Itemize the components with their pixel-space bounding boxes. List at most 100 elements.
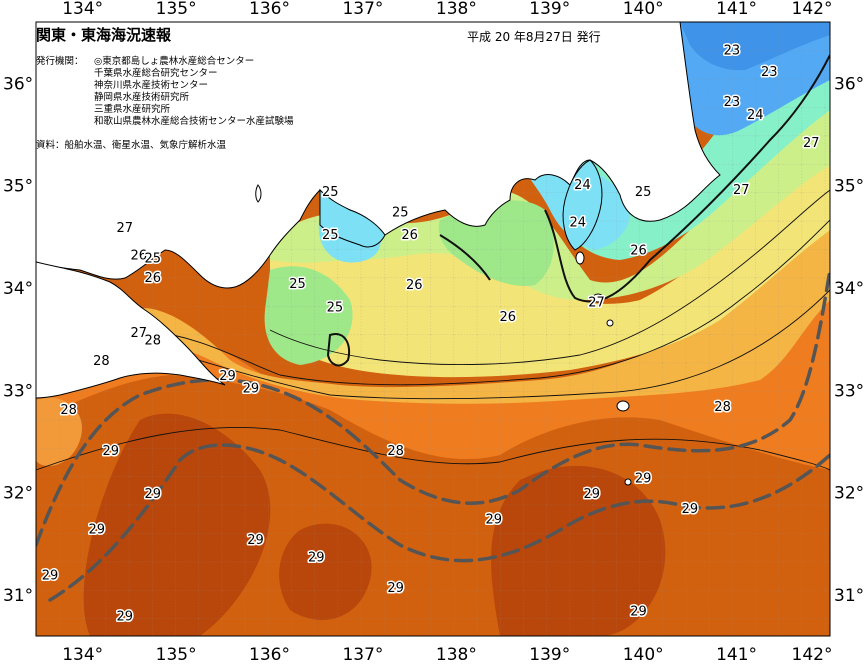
isotherm-label: 23 [724, 44, 741, 59]
niijima [592, 293, 604, 303]
isotherm-label: 25 [322, 228, 339, 243]
lat-label-left: 32° [3, 484, 33, 504]
isotherm-label: 29 [116, 610, 133, 625]
isotherm-label: 24 [747, 108, 764, 123]
lat-label-right: 33° [834, 381, 864, 401]
oshima [575, 251, 585, 265]
lon-label-top: 135° [156, 0, 197, 19]
map-title: 関東・東海海況速報 [36, 26, 172, 44]
kozushima [606, 319, 614, 327]
kuroshio-paths [36, 268, 830, 602]
isotherm-label: 23 [724, 95, 741, 110]
isotherm-label: 27 [130, 326, 147, 341]
lon-label-bottom: 136° [249, 645, 290, 665]
issuers-label: 発行機関： [36, 56, 84, 67]
isotherm-label: 26 [630, 243, 647, 258]
lon-label-bottom: 137° [342, 645, 383, 665]
isotherm-label: 26 [406, 278, 423, 293]
isotherm-label: 28 [387, 444, 404, 459]
lon-label-top: 140° [623, 0, 664, 19]
isotherm-label: 29 [42, 569, 59, 584]
isotherm-label: 29 [635, 472, 652, 487]
isotherm-label: 27 [803, 136, 820, 151]
isotherm-label: 27 [733, 183, 750, 198]
lat-label-left: 34° [3, 279, 33, 299]
map-frame [35, 21, 831, 637]
axis-ticks: 134° 134° 135° 135° 136° 136° 137° 137° 138° 138°… [3, 0, 864, 665]
isotherm-label: 23 [761, 65, 778, 80]
isotherm-label: 25 [289, 277, 306, 292]
isotherm-label: 25 [635, 185, 652, 200]
data-source: 資料：船舶水温、衛星水温、気象庁解析水温 [36, 140, 227, 151]
isotherm-label: 29 [682, 502, 699, 517]
lon-label-top: 141° [716, 0, 757, 19]
lon-label-bottom: 142° [792, 645, 833, 665]
isotherm-label: 29 [584, 487, 601, 502]
isotherm-bold [326, 54, 830, 367]
isotherm-label: 29 [308, 550, 325, 565]
isotherm-label: 29 [387, 581, 404, 596]
shodoshima [255, 184, 262, 203]
issuer-block: 発行機関： ◎東京都島しょ農林水産総合センター 千葉県水産総合研究センター 神奈川… [36, 56, 294, 128]
lon-label-bottom: 134° [62, 645, 103, 665]
issue-date: 平成 20 年8月27日 発行 [467, 30, 601, 44]
isotherm-label: 29 [247, 533, 264, 548]
isotherm-label: 25 [327, 301, 344, 316]
isotherm-label: 27 [116, 221, 133, 236]
isotherm-label: 29 [219, 369, 236, 384]
isotherm-label: 28 [144, 333, 161, 348]
isotherm-label: 26 [499, 310, 516, 325]
isotherm-label: 25 [392, 205, 409, 220]
lat-label-right: 32° [834, 484, 864, 504]
isotherm-label: 29 [243, 381, 260, 396]
isotherm-label: 29 [630, 605, 647, 620]
hachijojima [616, 400, 630, 412]
issuer-item: 千葉県水産総合研究センター [94, 68, 218, 79]
issuer-item: 三重県水産研究所 [94, 104, 171, 115]
honshu [36, 22, 721, 289]
lat-label-right: 36° [834, 74, 864, 94]
isotherm-label: 24 [570, 216, 587, 231]
isotherm-label: 26 [130, 248, 147, 263]
lon-label-bottom: 138° [436, 645, 477, 665]
lon-label-top: 139° [529, 0, 570, 19]
lat-label-left: 33° [3, 381, 33, 401]
isotherm-label: 28 [60, 403, 77, 418]
lat-label-left: 31° [3, 586, 33, 606]
lon-label-bottom: 135° [156, 645, 197, 665]
lon-label-bottom: 139° [529, 645, 570, 665]
lon-label-bottom: 141° [716, 645, 757, 665]
sagami-bay [562, 159, 603, 251]
isotherm-label: 29 [144, 487, 161, 502]
land-masses [36, 22, 721, 486]
isotherm-contours [36, 189, 830, 471]
isotherm-label: 29 [485, 512, 502, 527]
temperature-field [36, 22, 830, 636]
issuer-item: 静岡県水産技術研究所 [94, 92, 190, 103]
issuer-item: ◎東京都島しょ農林水産総合センター [94, 56, 255, 67]
issuer-item: 和歌山県農林水産総合技術センター水産試験場 [94, 116, 294, 127]
lat-label-right: 35° [834, 177, 864, 197]
aogashima [624, 478, 632, 486]
lon-label-top: 142° [792, 0, 833, 19]
lon-label-top: 134° [62, 0, 103, 19]
ise-bay [319, 188, 386, 248]
isotherm-label: 27 [588, 295, 605, 310]
isotherm-label: 29 [102, 444, 119, 459]
isotherm-label: 25 [144, 251, 161, 266]
isotherm-label: 26 [401, 228, 418, 243]
isotherm-label: 25 [322, 185, 339, 200]
isotherm-label: 28 [93, 354, 110, 369]
issuer-item: 神奈川県水産技術センター [94, 80, 209, 91]
isotherm-label: 29 [88, 523, 105, 538]
isotherm-label: 24 [574, 178, 591, 193]
isotherm-label: 26 [144, 271, 161, 286]
lon-label-top: 137° [342, 0, 383, 19]
lon-label-top: 136° [249, 0, 290, 19]
lat-label-left: 35° [3, 177, 33, 197]
lon-label-bottom: 140° [623, 645, 664, 665]
lon-label-top: 138° [436, 0, 477, 19]
isotherm-label: 28 [714, 400, 731, 415]
